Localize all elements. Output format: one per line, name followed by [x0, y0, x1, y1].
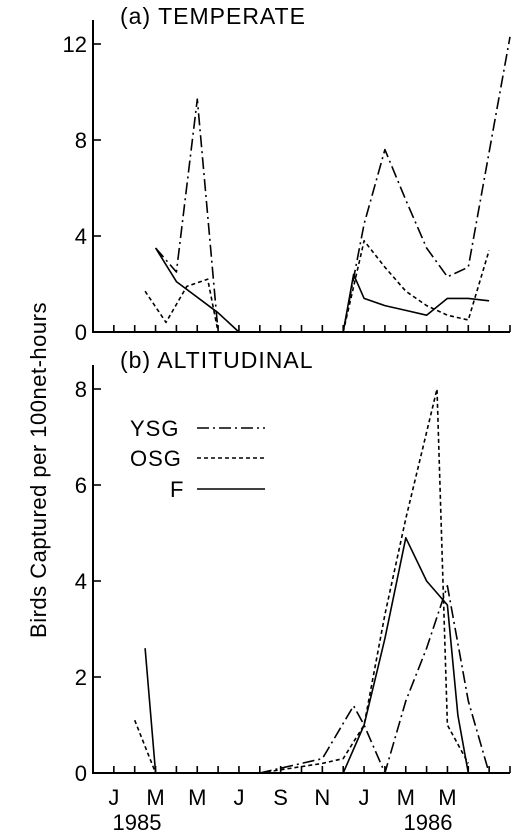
panel-a-y-tick-label: 12	[63, 32, 87, 57]
panel-a-y-tick-label: 0	[75, 320, 87, 345]
panel-b-y-tick-label: 6	[75, 473, 87, 498]
x-tick-label: M	[146, 785, 164, 810]
x-tick-label: M	[188, 785, 206, 810]
panel-a-series-osg	[144, 240, 490, 333]
legend-label-ysg: YSG	[130, 416, 179, 441]
y-axis-label: Birds Captured per 100net-hours	[26, 302, 51, 638]
panel-b-y-tick-label: 8	[75, 377, 87, 402]
panel-b-series-ysg	[259, 584, 490, 774]
panel-b-plot: 0 2 4 6 8	[75, 365, 511, 786]
x-tick-label: S	[273, 785, 288, 810]
x-tick-label: J	[233, 785, 244, 810]
panel-b-series-osg	[133, 388, 470, 774]
x-tick-label: J	[359, 785, 370, 810]
legend-label-f: F	[170, 477, 184, 502]
panel-a-series-ysg	[154, 36, 511, 333]
panel-a-y-tick-label: 4	[75, 224, 87, 249]
year-label-1986: 1986	[404, 810, 453, 835]
year-label-1985: 1985	[113, 810, 162, 835]
legend-label-osg: OSG	[130, 446, 182, 471]
panel-a-y-tick-label: 8	[75, 128, 87, 153]
x-tick-label: J	[108, 785, 119, 810]
panel-a-title: (a) TEMPERATE	[120, 3, 306, 29]
x-tick-label: M	[438, 785, 456, 810]
panel-b-y-tick-label: 2	[75, 665, 87, 690]
legend: YSG OSG F	[130, 416, 265, 502]
panel-a-plot: 0 4 8 12	[63, 20, 511, 345]
panel-b-y-tick-label: 0	[75, 761, 87, 786]
panel-a-axes	[92, 20, 510, 333]
x-tick-label: M	[397, 785, 415, 810]
x-tick-label: N	[314, 785, 330, 810]
panel-b-y-tick-label: 4	[75, 569, 87, 594]
panel-b-series-f	[144, 536, 470, 774]
panel-b-title: (b) ALTITUDINAL	[120, 347, 314, 373]
panel-a-series-f	[154, 247, 490, 333]
